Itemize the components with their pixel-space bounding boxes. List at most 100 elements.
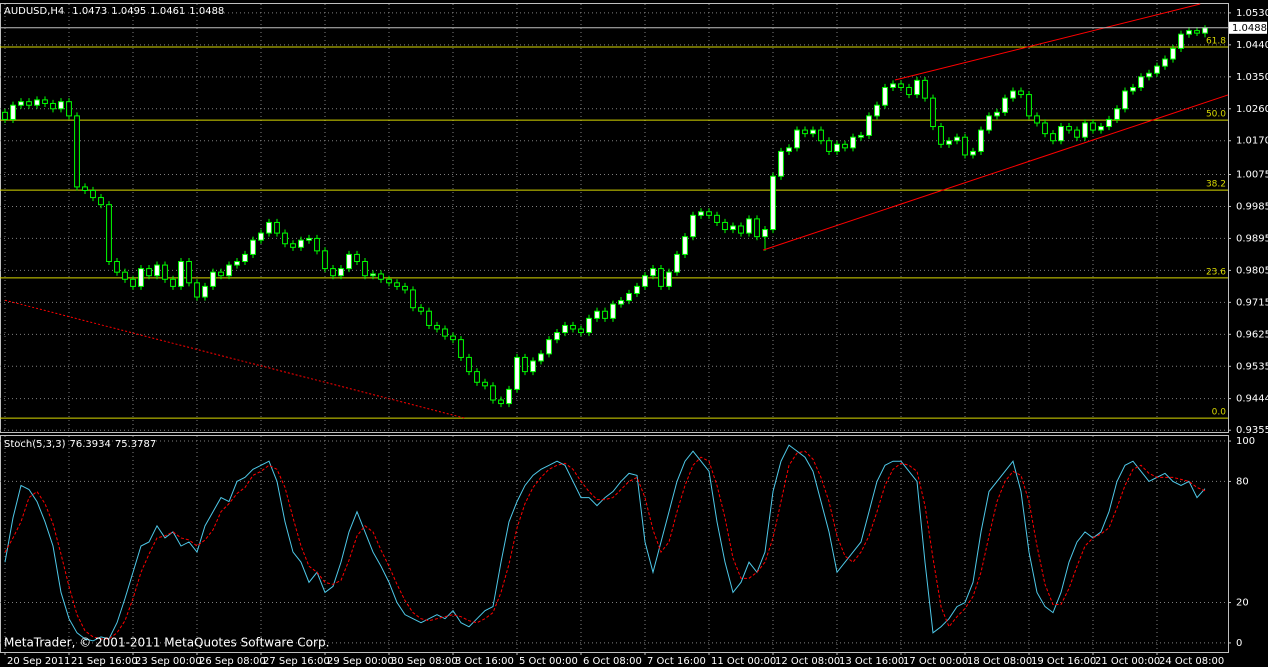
chart-header: AUDUSD,H4 1.0473 1.0495 1.0461 1.0488 [4,6,224,17]
candle-body [546,339,552,355]
candle-body [682,236,688,255]
y-tick-label: 0.9805 [1236,265,1268,276]
candle-body [778,150,784,177]
header-symbol: AUDUSD,H4 [4,6,64,17]
fib-label: 0.0 [1212,408,1227,418]
candle-body [1162,58,1168,67]
fib-label: 61.8 [1206,36,1226,46]
indicator-value: 75.3787 [115,439,156,450]
fib-label: 23.6 [1206,267,1226,277]
x-tick-label: 11 Oct 00:00 [711,656,776,667]
candle-body [122,271,128,280]
x-tick-label: 30 Sep 08:00 [391,656,458,667]
candle-body [90,189,96,199]
candle-body [906,86,912,96]
candle-body [114,261,120,273]
candle-body [1082,122,1088,138]
candle-body [618,300,624,305]
candle-body [1066,126,1072,131]
candle-body [330,268,336,277]
y-tick-label: 0.9355 [1236,425,1268,436]
candle-body [410,289,416,309]
candle-body [1194,30,1200,34]
x-tick-label: 21 Oct 00:00 [1095,656,1160,667]
y-tick-label: 0 [1236,638,1242,649]
candle-body [1098,126,1104,131]
candle-body [986,115,992,131]
header-low: 1.0461 [150,6,185,17]
candle-body [626,292,632,302]
candle-body [562,324,568,334]
candle-body [210,271,216,287]
x-tick-label: 3 Oct 16:00 [455,656,514,667]
candle-body [1002,97,1008,113]
y-tick-label: 20 [1236,598,1249,609]
y-tick-label: 1.0350 [1236,72,1268,83]
candle-body [818,129,824,142]
candle-body [106,204,112,263]
candle-body [186,261,192,284]
candle-body [722,221,728,231]
candle-body [786,147,792,152]
candle-body [426,310,432,326]
x-tick-label: 19 Oct 16:00 [1031,656,1096,667]
candle-body [26,101,32,106]
candle-body [306,237,312,241]
y-tick-label: 1.0170 [1236,136,1268,147]
header-open: 1.0473 [72,6,107,17]
candle-body [394,282,400,287]
candle-body [570,324,576,330]
y-tick-label: 0.9715 [1236,297,1268,308]
candle-body [154,264,160,277]
candle-body [466,356,472,373]
candle-body [978,129,984,152]
candle-body [914,79,920,96]
candle-body [498,399,504,405]
candle-body [514,356,520,390]
x-tick-label: 6 Oct 08:00 [583,656,642,667]
candle-body [1186,30,1192,35]
candle-body [554,332,560,341]
candle-body [810,129,816,135]
candle-body [10,104,16,120]
candle-body [1114,108,1120,120]
candle-body [378,273,384,280]
candle-body [762,229,768,238]
x-tick-label: 13 Oct 16:00 [839,656,904,667]
x-tick-label: 17 Oct 00:00 [903,656,968,667]
y-tick-label: 100 [1236,436,1255,447]
x-tick-label: 24 Oct 08:00 [1159,656,1224,667]
copyright: MetaTrader, © 2001-2011 MetaQuotes Softw… [4,636,329,650]
y-tick-label: 1.0440 [1236,40,1268,51]
candle-body [1026,94,1032,117]
candle-body [1090,122,1096,131]
candle-body [370,273,376,277]
candle-body [250,239,256,255]
x-tick-label: 27 Sep 16:00 [263,656,330,667]
candle-body [962,136,968,156]
candle-body [970,150,976,156]
candle-body [698,211,704,216]
y-tick-label: 0.9985 [1236,201,1268,212]
indicator-line [4,450,1206,640]
candle-body [138,268,144,287]
candle-body [482,381,488,387]
indicator-value: 76.3934 [69,439,110,450]
candle-body [714,214,720,223]
candle-body [866,115,872,136]
candle-body [82,186,88,191]
candle-body [586,317,592,334]
x-tick-label: 21 Sep 16:00 [71,656,138,667]
candle-body [194,282,200,298]
header-high: 1.0495 [111,6,146,17]
candle-body [202,285,208,298]
candle-body [266,221,272,234]
fib-label: 50.0 [1206,110,1226,120]
candle-body [578,328,584,334]
candle-body [402,285,408,291]
candle-body [746,218,752,234]
candle-body [226,264,232,277]
candle-body [282,232,288,245]
candle-body [1050,133,1056,142]
